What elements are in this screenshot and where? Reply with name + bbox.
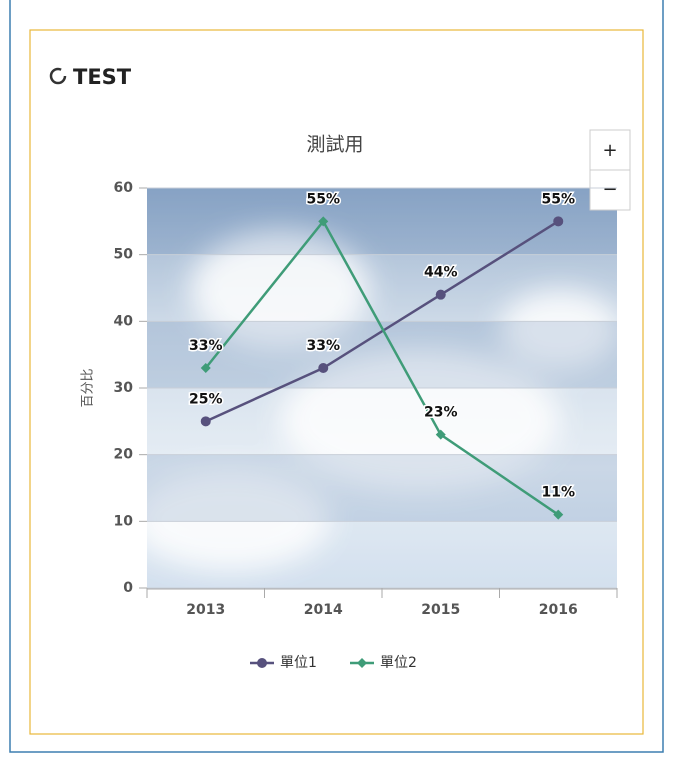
x-tick-label: 2014 bbox=[304, 602, 343, 618]
y-tick-label: 10 bbox=[114, 513, 134, 529]
data-label: 23% bbox=[424, 405, 458, 421]
y-tick-label: 60 bbox=[114, 180, 134, 196]
legend-marker bbox=[257, 658, 267, 668]
data-point bbox=[318, 363, 328, 373]
chart-title: 測試用 bbox=[306, 134, 363, 156]
zoom-in[interactable]: + bbox=[602, 140, 617, 161]
y-tick-label: 40 bbox=[114, 313, 134, 329]
data-label: 55% bbox=[306, 191, 340, 207]
x-tick-label: 2016 bbox=[539, 602, 578, 618]
panel-title: TEST bbox=[73, 65, 132, 89]
data-point bbox=[201, 416, 211, 426]
data-label: 25% bbox=[189, 391, 223, 407]
y-tick-label: 30 bbox=[114, 380, 134, 396]
x-tick-label: 2013 bbox=[186, 602, 225, 618]
data-label: 33% bbox=[306, 338, 340, 354]
y-tick-label: 20 bbox=[114, 447, 134, 463]
legend-label: 單位2 bbox=[380, 655, 417, 671]
y-tick-label: 0 bbox=[123, 580, 133, 596]
data-label: 44% bbox=[424, 265, 458, 281]
data-point bbox=[553, 216, 563, 226]
x-tick-label: 2015 bbox=[421, 602, 460, 618]
data-label: 11% bbox=[541, 485, 575, 501]
data-point bbox=[436, 290, 446, 300]
zoom-out[interactable]: − bbox=[602, 179, 617, 200]
plot-band bbox=[147, 521, 617, 588]
data-label: 33% bbox=[189, 338, 223, 354]
legend-label: 單位1 bbox=[280, 655, 317, 671]
y-axis-label: 百分比 bbox=[81, 368, 96, 407]
plot-band bbox=[147, 255, 617, 322]
page: TEST + − 測試用 百分比 0 10 20 30 40 50 60 2013 2014 20… bbox=[0, 0, 677, 771]
y-tick-label: 50 bbox=[114, 247, 134, 263]
data-label: 55% bbox=[541, 191, 575, 207]
